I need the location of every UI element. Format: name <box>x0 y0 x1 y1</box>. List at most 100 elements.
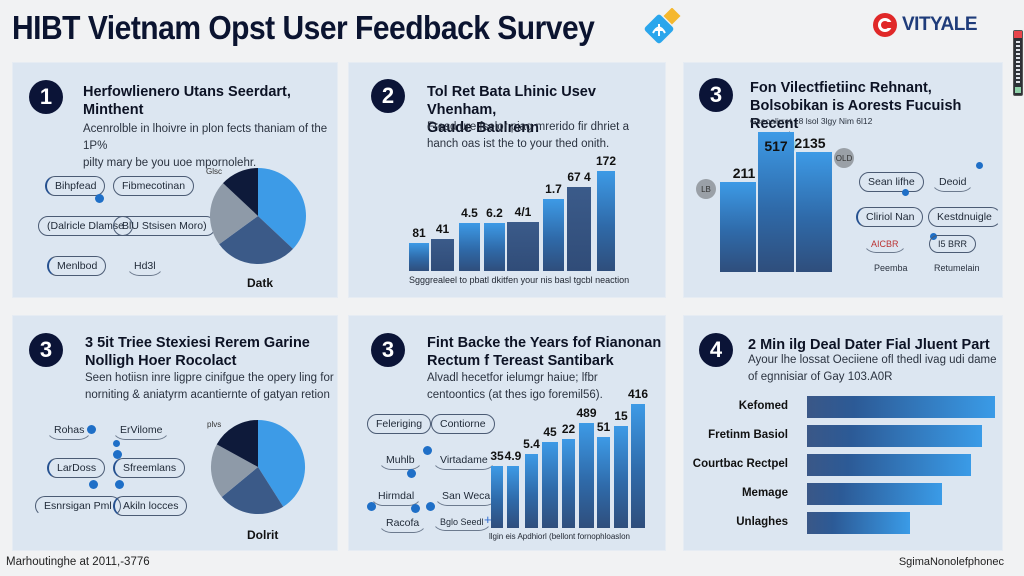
pill-sublabel: Peemba <box>874 263 908 273</box>
pie-slice <box>210 444 258 497</box>
footer-credit: SgimaNonolefphonec <box>898 556 1004 568</box>
option-pill[interactable]: Akiln locces <box>113 496 188 516</box>
hbar-category-label: Fretinm Basiol <box>708 429 788 441</box>
option-pill[interactable]: Kestdnuigle <box>928 207 1001 227</box>
hbar <box>807 512 911 534</box>
bar <box>631 404 645 528</box>
bar <box>543 199 564 271</box>
card-title-line: Rectum f Tereast Santibark <box>427 353 614 369</box>
option-pill[interactable]: Contiorne <box>431 414 495 434</box>
diamond-logo-icon <box>644 8 681 44</box>
card-title-line: 3 5it Triee Stexiesi Rerem Garine <box>85 335 310 351</box>
bar <box>409 243 429 271</box>
card-title-line: Bolsobikan is Aorests Fucuish Recent <box>750 98 962 132</box>
hbar-category-label: Memage <box>741 487 788 499</box>
option-pill[interactable]: ErVilome <box>111 420 172 440</box>
option-pill[interactable]: Sean lifhe <box>859 172 924 192</box>
pie-chart <box>210 419 306 515</box>
step-badge: 4 <box>699 333 733 367</box>
bar <box>758 132 794 272</box>
bar-value-label: 1.7 <box>545 182 562 196</box>
card-description: Ayour lhe lossat Oeciiene ofl thedl ivag… <box>748 352 998 386</box>
option-pill[interactable]: Bihpfead <box>45 176 106 196</box>
desc-line: centoontics (at thes igo foremil56). <box>427 389 603 401</box>
bar-value-label: 172 <box>595 154 617 168</box>
option-pill[interactable]: BlU Stsisen Moro) <box>113 216 216 236</box>
step-badge: 1 <box>29 80 63 114</box>
card-title: 2 Min ilg Deal Dater Fial Jluent Part <box>748 336 998 354</box>
option-pill[interactable]: Hirmdal <box>369 486 424 506</box>
option-pill[interactable]: San Weca <box>433 486 500 506</box>
option-pill[interactable]: Racofa <box>377 513 429 533</box>
connector-dot <box>902 189 909 196</box>
bar <box>542 442 558 528</box>
option-pill[interactable]: (Dalricle Dlamse <box>38 216 134 236</box>
desc-line: Fresd ure fselor piag mrerido fir dhriet… <box>427 121 629 133</box>
hbar <box>807 483 943 505</box>
card-description: Acenrolble in lhoivre in plon fects than… <box>83 121 333 172</box>
bar-value-label: 4.9 <box>504 449 522 463</box>
desc-line: norniting & aniatyrm acantiernte of gaty… <box>85 389 330 401</box>
desc-line: of egnnisiar of Gay 103.A0R <box>748 371 893 383</box>
bar <box>525 453 538 528</box>
widget-foot <box>1015 87 1021 93</box>
card-title-line: Nolligh Hoer Rocolact <box>85 353 237 369</box>
option-pill[interactable]: Cliriol Nan <box>856 207 924 227</box>
card-1: 1 Herfowlienero Utans Seerdart, Minthent… <box>12 62 338 298</box>
option-pill[interactable]: AICBR <box>862 235 908 253</box>
side-scroll-widget[interactable] <box>1013 30 1023 96</box>
card-description: Seen hotiisn inre ligpre cinifgue the op… <box>85 370 335 404</box>
bar <box>796 151 832 272</box>
bar-chart: 35 4.9 5.4 45 22 489 51 15 416 <box>349 316 667 552</box>
option-pill[interactable]: Sfreemlans <box>113 458 186 478</box>
card-title: 3 5it Triee Stexiesi Rerem Garine Nollig… <box>85 334 335 370</box>
connector-dot <box>367 502 376 511</box>
connector-dot <box>407 469 416 478</box>
pie-slice <box>210 183 258 245</box>
connector-dot <box>115 480 124 489</box>
comment-bubble: OLD <box>834 148 854 168</box>
option-pill[interactable]: Hd3l <box>125 256 165 276</box>
pie-annotation: Glsc <box>206 167 222 176</box>
bar-value-label: 51 <box>596 420 611 435</box>
connector-dot <box>95 194 104 203</box>
connector-dot <box>89 480 98 489</box>
option-pill[interactable]: Esnrsigan Pml <box>35 496 121 516</box>
bar-value-label: 416 <box>627 387 649 401</box>
bar <box>507 466 519 528</box>
option-pill[interactable]: Deoid <box>930 172 976 192</box>
bar <box>614 426 628 528</box>
option-pill[interactable]: Fibmecotinan <box>113 176 195 196</box>
option-pill[interactable]: Muhlb <box>377 450 424 470</box>
bar-value-label: 6.2 <box>486 206 503 220</box>
comment-bubble: LB <box>696 179 716 199</box>
desc-line: pilty mary be you uoe mpornolehr. <box>83 157 257 169</box>
bar <box>507 222 539 271</box>
option-pill[interactable]: Menlbod <box>47 256 107 276</box>
desc-line: Acenrolble in lhoivre in plon fects than… <box>83 123 328 152</box>
step-badge: 3 <box>29 333 63 367</box>
pie-slice <box>258 419 306 507</box>
pie-slice <box>216 419 258 467</box>
option-pill[interactable]: Feleriging <box>367 414 432 434</box>
option-pill[interactable]: Virtadame <box>431 450 497 470</box>
pie-annotation: plvs <box>207 420 222 429</box>
card-title-line: Herfowlienero Utans Seerdart, <box>83 84 291 100</box>
option-pill[interactable]: I5 BRR <box>929 235 977 253</box>
hbar <box>807 396 995 418</box>
option-pill[interactable]: Bglo Seedl <box>431 513 493 531</box>
bar-value-label: 211 <box>732 165 756 182</box>
pie-slice <box>221 467 284 515</box>
chart-caption: Sgggrealeel to pbatl dkitfen your nis ba… <box>409 275 630 285</box>
option-pill[interactable]: LarDoss <box>47 458 106 478</box>
bar-value-label: 22 <box>561 421 576 436</box>
desc-line: Seen hotiisn inre ligpre cinifgue the op… <box>85 372 334 384</box>
add-icon[interactable]: + <box>484 512 492 527</box>
widget-cap <box>1014 31 1022 38</box>
step-badge: 2 <box>371 79 405 113</box>
bar <box>720 182 756 272</box>
desc-line: Ayour lhe lossat Oeciiene ofl thedl ivag… <box>748 354 997 366</box>
option-pill[interactable]: Rohas <box>45 420 94 440</box>
desc-line: Gseoalirret 18 lsol 3lgy Nim 6l12 <box>750 116 873 126</box>
pie-slice <box>258 168 306 249</box>
